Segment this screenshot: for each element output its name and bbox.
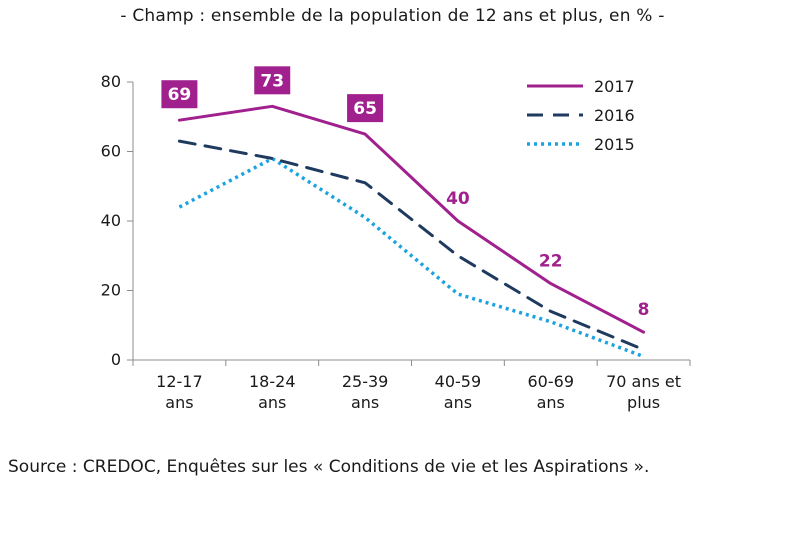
data-label-box — [254, 66, 291, 95]
legend-label-2016: 2016 — [594, 106, 635, 125]
data-label: 73 — [260, 71, 284, 91]
y-tick-label: 60 — [101, 142, 121, 161]
data-label-box — [347, 94, 384, 123]
x-tick-label: 18-24 ans — [249, 372, 296, 412]
series-line-2015 — [178, 156, 645, 359]
x-tick-label: 60-69 ans — [528, 372, 575, 412]
data-label: 40 — [446, 189, 470, 209]
data-label: 69 — [168, 85, 192, 105]
line-chart: 0 20 40 60 80 12-17 ans 18-24 ans 25-39 ans 40-59 an… — [101, 66, 691, 412]
source-note: Source : CREDOC, Enquêtes sur les « Cond… — [8, 457, 650, 477]
data-label: 22 — [539, 252, 563, 272]
x-tick-label: 40-59 ans — [435, 372, 482, 412]
x-tick-label: 70 ans et plus — [606, 372, 681, 412]
x-tick-label: 12-17 ans — [156, 372, 203, 412]
data-label: 65 — [353, 99, 377, 119]
y-tick-label: 0 — [111, 350, 121, 369]
y-tick-label: 40 — [101, 211, 121, 230]
series-line-2016 — [177, 139, 646, 352]
legend-label-2017: 2017 — [594, 77, 635, 96]
data-label: 8 — [638, 300, 650, 320]
x-tick-label: 25-39 ans — [342, 372, 389, 412]
y-tick-label: 20 — [101, 281, 121, 300]
y-tick-label: 80 — [101, 72, 121, 91]
series-line-2017 — [177, 104, 646, 334]
data-label-box — [161, 80, 198, 109]
chart-subtitle: - Champ : ensemble de la population de 1… — [120, 6, 665, 26]
legend-label-2015: 2015 — [594, 135, 635, 154]
